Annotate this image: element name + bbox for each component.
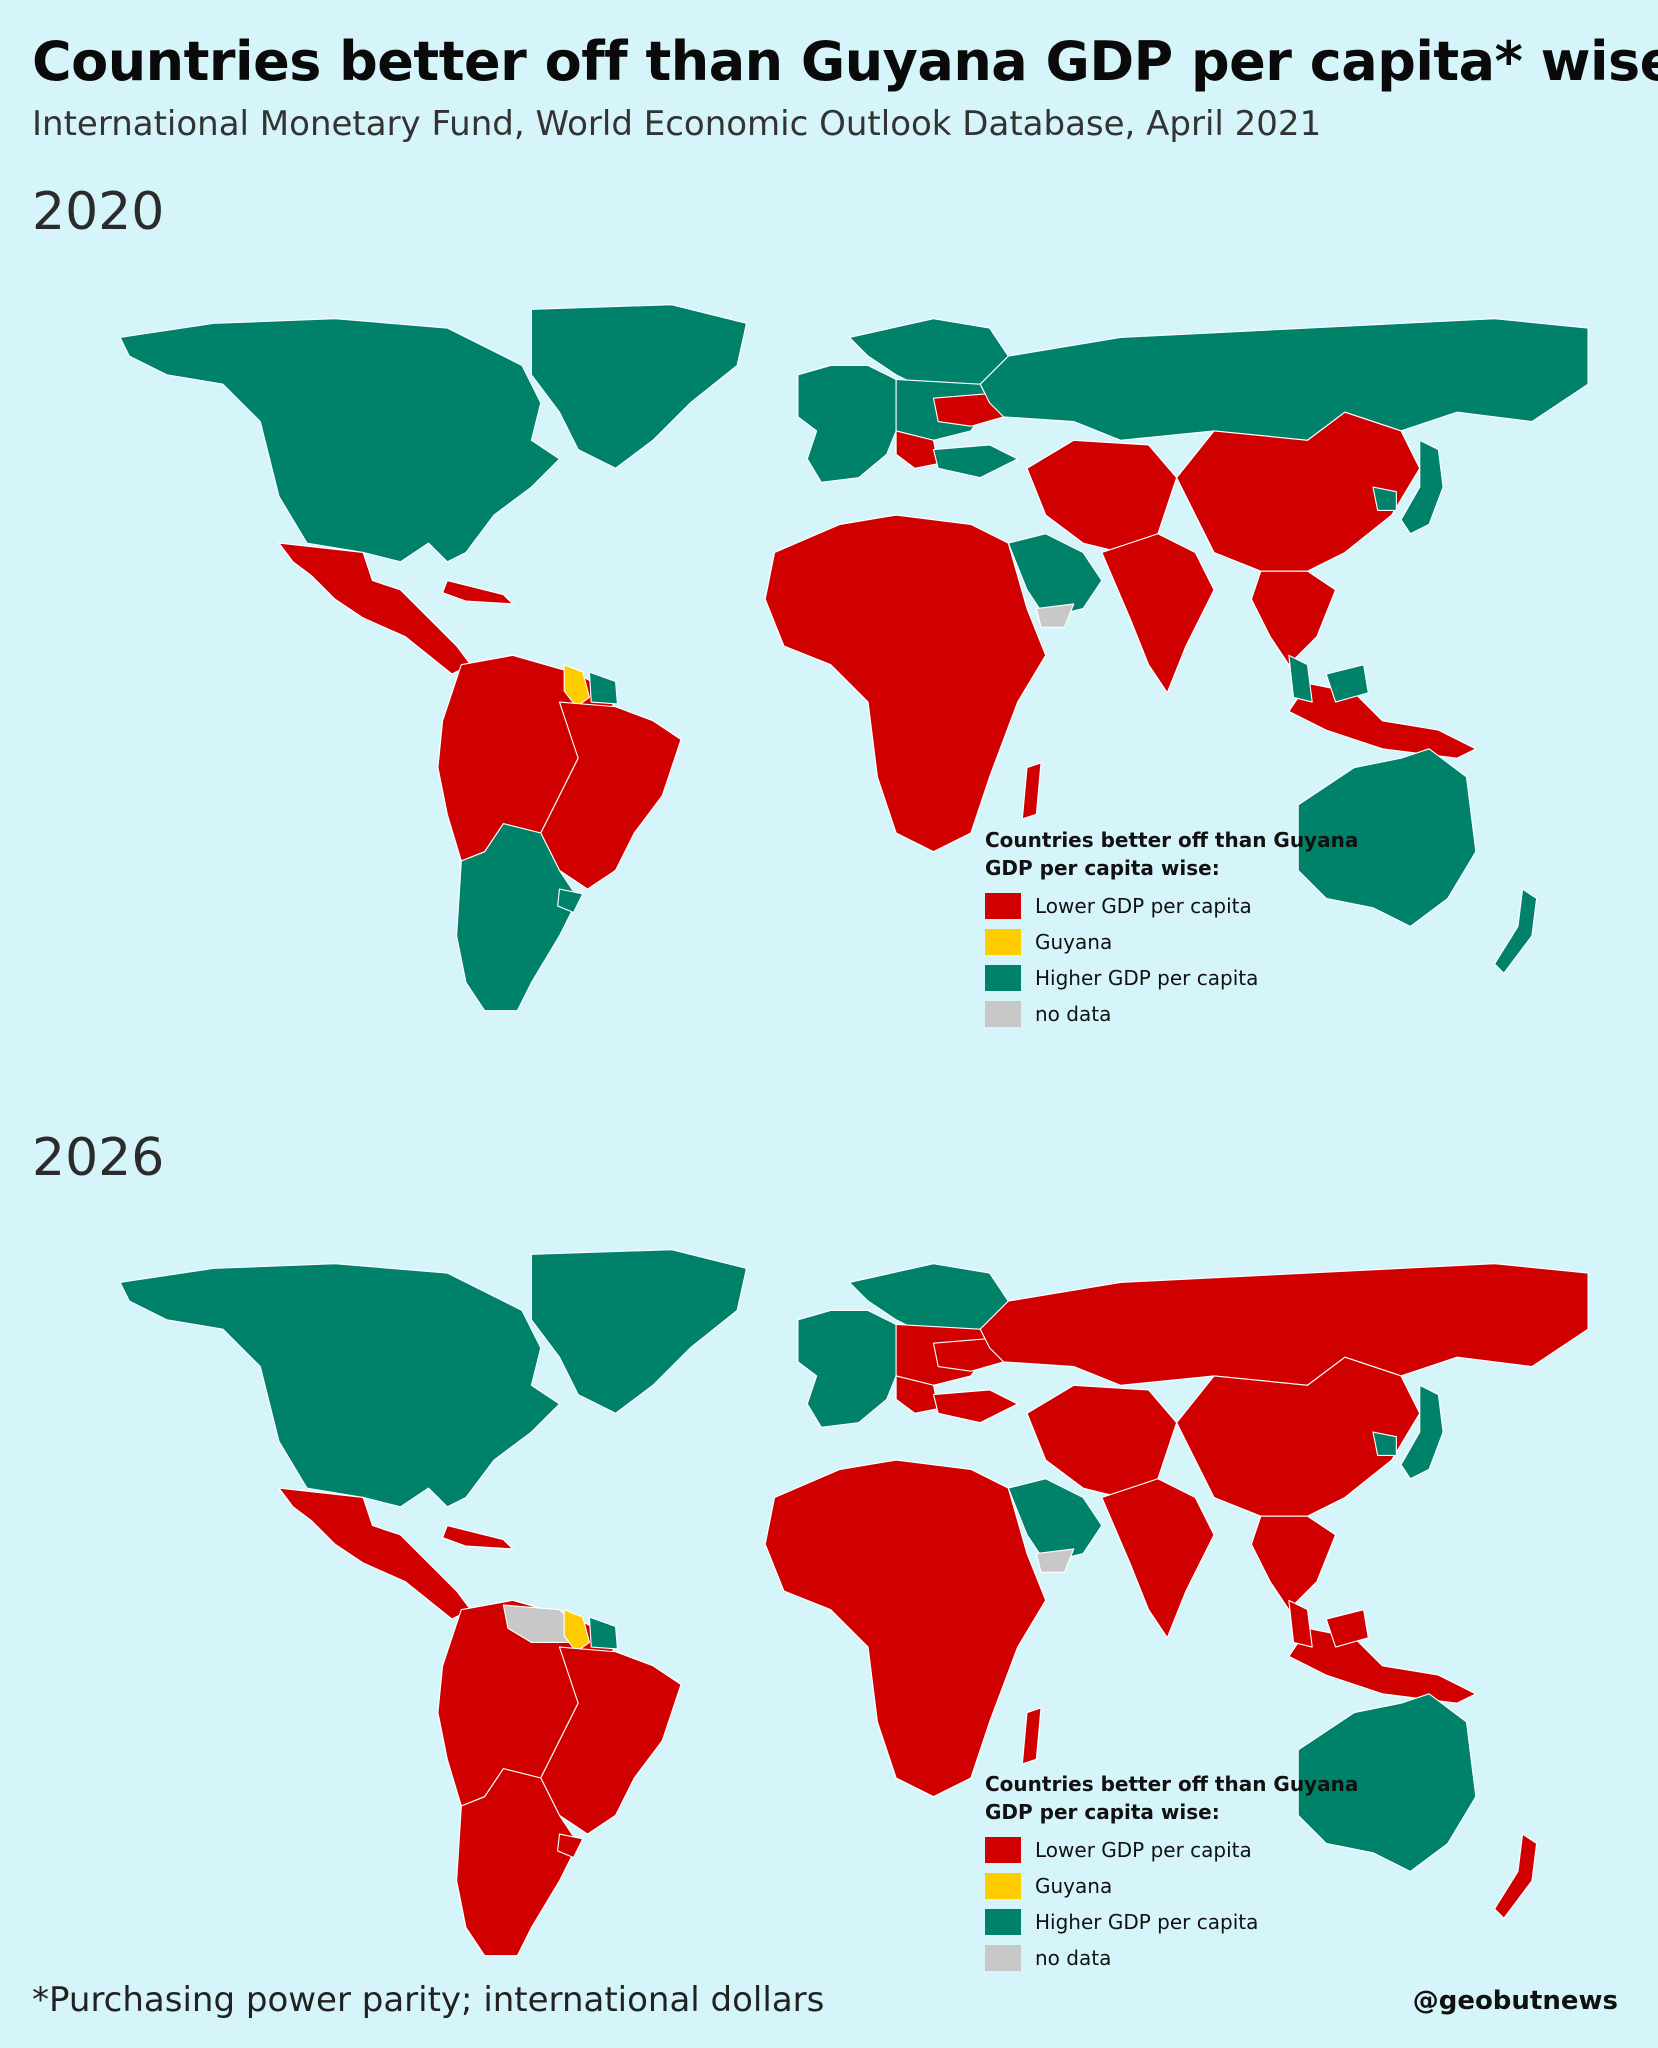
legend-item-nodata: no data — [985, 996, 1365, 1032]
page-title: Countries better off than Guyana GDP per… — [32, 30, 1658, 93]
legend-title: Countries better off than Guyana GDP per… — [985, 1772, 1359, 1824]
region-malaysia — [1288, 654, 1369, 703]
region-china — [1176, 411, 1421, 572]
region-brazil — [540, 701, 682, 890]
region-arabia — [1007, 533, 1103, 619]
region-caribbean — [442, 579, 514, 605]
legend-label-nodata: no data — [1035, 1946, 1112, 1970]
region-japan-korea — [1372, 439, 1444, 535]
region-southern-cone — [456, 823, 579, 1012]
region-malaysia — [1288, 1599, 1369, 1648]
world-map-2026 — [40, 1245, 1640, 1965]
region-southeast-asia — [1250, 1515, 1477, 1704]
region-madagascar — [1021, 1707, 1042, 1765]
year-label-2026: 2026 — [32, 1128, 165, 1188]
legend-item-lower: Lower GDP per capita — [985, 1832, 1365, 1868]
legend-item-higher: Higher GDP per capita — [985, 1904, 1365, 1940]
region-suriname-guiana — [588, 671, 619, 705]
region-madagascar — [1021, 762, 1042, 820]
legend-label-guyana: Guyana — [1035, 1874, 1113, 1898]
legend-label-higher: Higher GDP per capita — [1035, 966, 1259, 990]
region-suriname-guiana — [588, 1616, 619, 1650]
region-mexico-central — [278, 542, 472, 675]
region-russia — [979, 1263, 1589, 1386]
region-balkans — [895, 1375, 939, 1414]
region-australia — [1297, 748, 1477, 928]
region-africa — [764, 1459, 1047, 1798]
region-western-europe — [797, 1309, 897, 1428]
region-western-europe — [797, 364, 897, 483]
page-subtitle: International Monetary Fund, World Econo… — [32, 104, 1322, 144]
footnote: *Purchasing power parity; international … — [32, 1980, 825, 2020]
legend-swatch-higher — [985, 965, 1021, 991]
map-legend-2026: Countries better off than Guyana GDP per… — [985, 1770, 1365, 1976]
map-canvas — [119, 1249, 1589, 1957]
legend-item-higher: Higher GDP per capita — [985, 960, 1365, 996]
legend-item-guyana: Guyana — [985, 1868, 1365, 1904]
region-north-america — [119, 1263, 561, 1508]
year-label-2020: 2020 — [32, 182, 165, 242]
region-north-america — [119, 318, 561, 563]
region-brazil — [540, 1646, 682, 1835]
region-southern-cone — [456, 1768, 579, 1957]
legend-label-lower: Lower GDP per capita — [1035, 1838, 1252, 1862]
region-mexico-central — [278, 1487, 472, 1620]
legend-item-lower: Lower GDP per capita — [985, 888, 1365, 924]
region-arabia — [1007, 1478, 1103, 1564]
legend-label-higher: Higher GDP per capita — [1035, 1910, 1259, 1934]
legend-label-nodata: no data — [1035, 1002, 1112, 1026]
legend-title: Countries better off than Guyana GDP per… — [985, 828, 1359, 880]
region-new-zealand — [1493, 1833, 1538, 1919]
legend-label-lower: Lower GDP per capita — [1035, 894, 1252, 918]
credit-handle: @geobutnews — [1412, 1986, 1618, 2016]
region-greenland — [530, 1249, 748, 1414]
map-legend-2020: Countries better off than Guyana GDP per… — [985, 826, 1365, 1032]
world-map-2020 — [40, 300, 1640, 1020]
region-ukraine — [932, 392, 1005, 427]
legend-swatch-guyana — [985, 1873, 1021, 1899]
region-australia — [1297, 1693, 1477, 1873]
region-yemen — [1035, 603, 1075, 628]
region-southeast-asia — [1250, 570, 1477, 759]
region-caribbean — [442, 1524, 514, 1550]
region-china — [1176, 1356, 1421, 1517]
region-yemen — [1035, 1548, 1075, 1573]
region-russia — [979, 318, 1589, 441]
map-canvas — [119, 304, 1589, 1012]
region-balkans — [895, 430, 939, 469]
legend-item-nodata: no data — [985, 1940, 1365, 1976]
region-ukraine — [932, 1337, 1005, 1372]
region-guyana — [563, 664, 590, 708]
region-turkey — [932, 444, 1019, 479]
region-guyana — [563, 1609, 590, 1653]
region-uruguay — [557, 1833, 584, 1859]
region-new-zealand — [1493, 888, 1538, 974]
region-greenland — [530, 304, 748, 469]
legend-item-guyana: Guyana — [985, 924, 1365, 960]
region-south-asia — [1101, 1478, 1215, 1639]
legend-swatch-lower — [985, 1837, 1021, 1863]
legend-swatch-higher — [985, 1909, 1021, 1935]
region-turkey — [932, 1389, 1019, 1424]
region-africa — [764, 514, 1047, 853]
region-japan-korea — [1372, 1384, 1444, 1480]
legend-swatch-guyana — [985, 929, 1021, 955]
legend-swatch-nodata — [985, 1001, 1021, 1027]
legend-swatch-lower — [985, 893, 1021, 919]
region-south-asia — [1101, 533, 1215, 694]
region-uruguay — [557, 888, 584, 914]
legend-label-guyana: Guyana — [1035, 930, 1113, 954]
legend-swatch-nodata — [985, 1945, 1021, 1971]
